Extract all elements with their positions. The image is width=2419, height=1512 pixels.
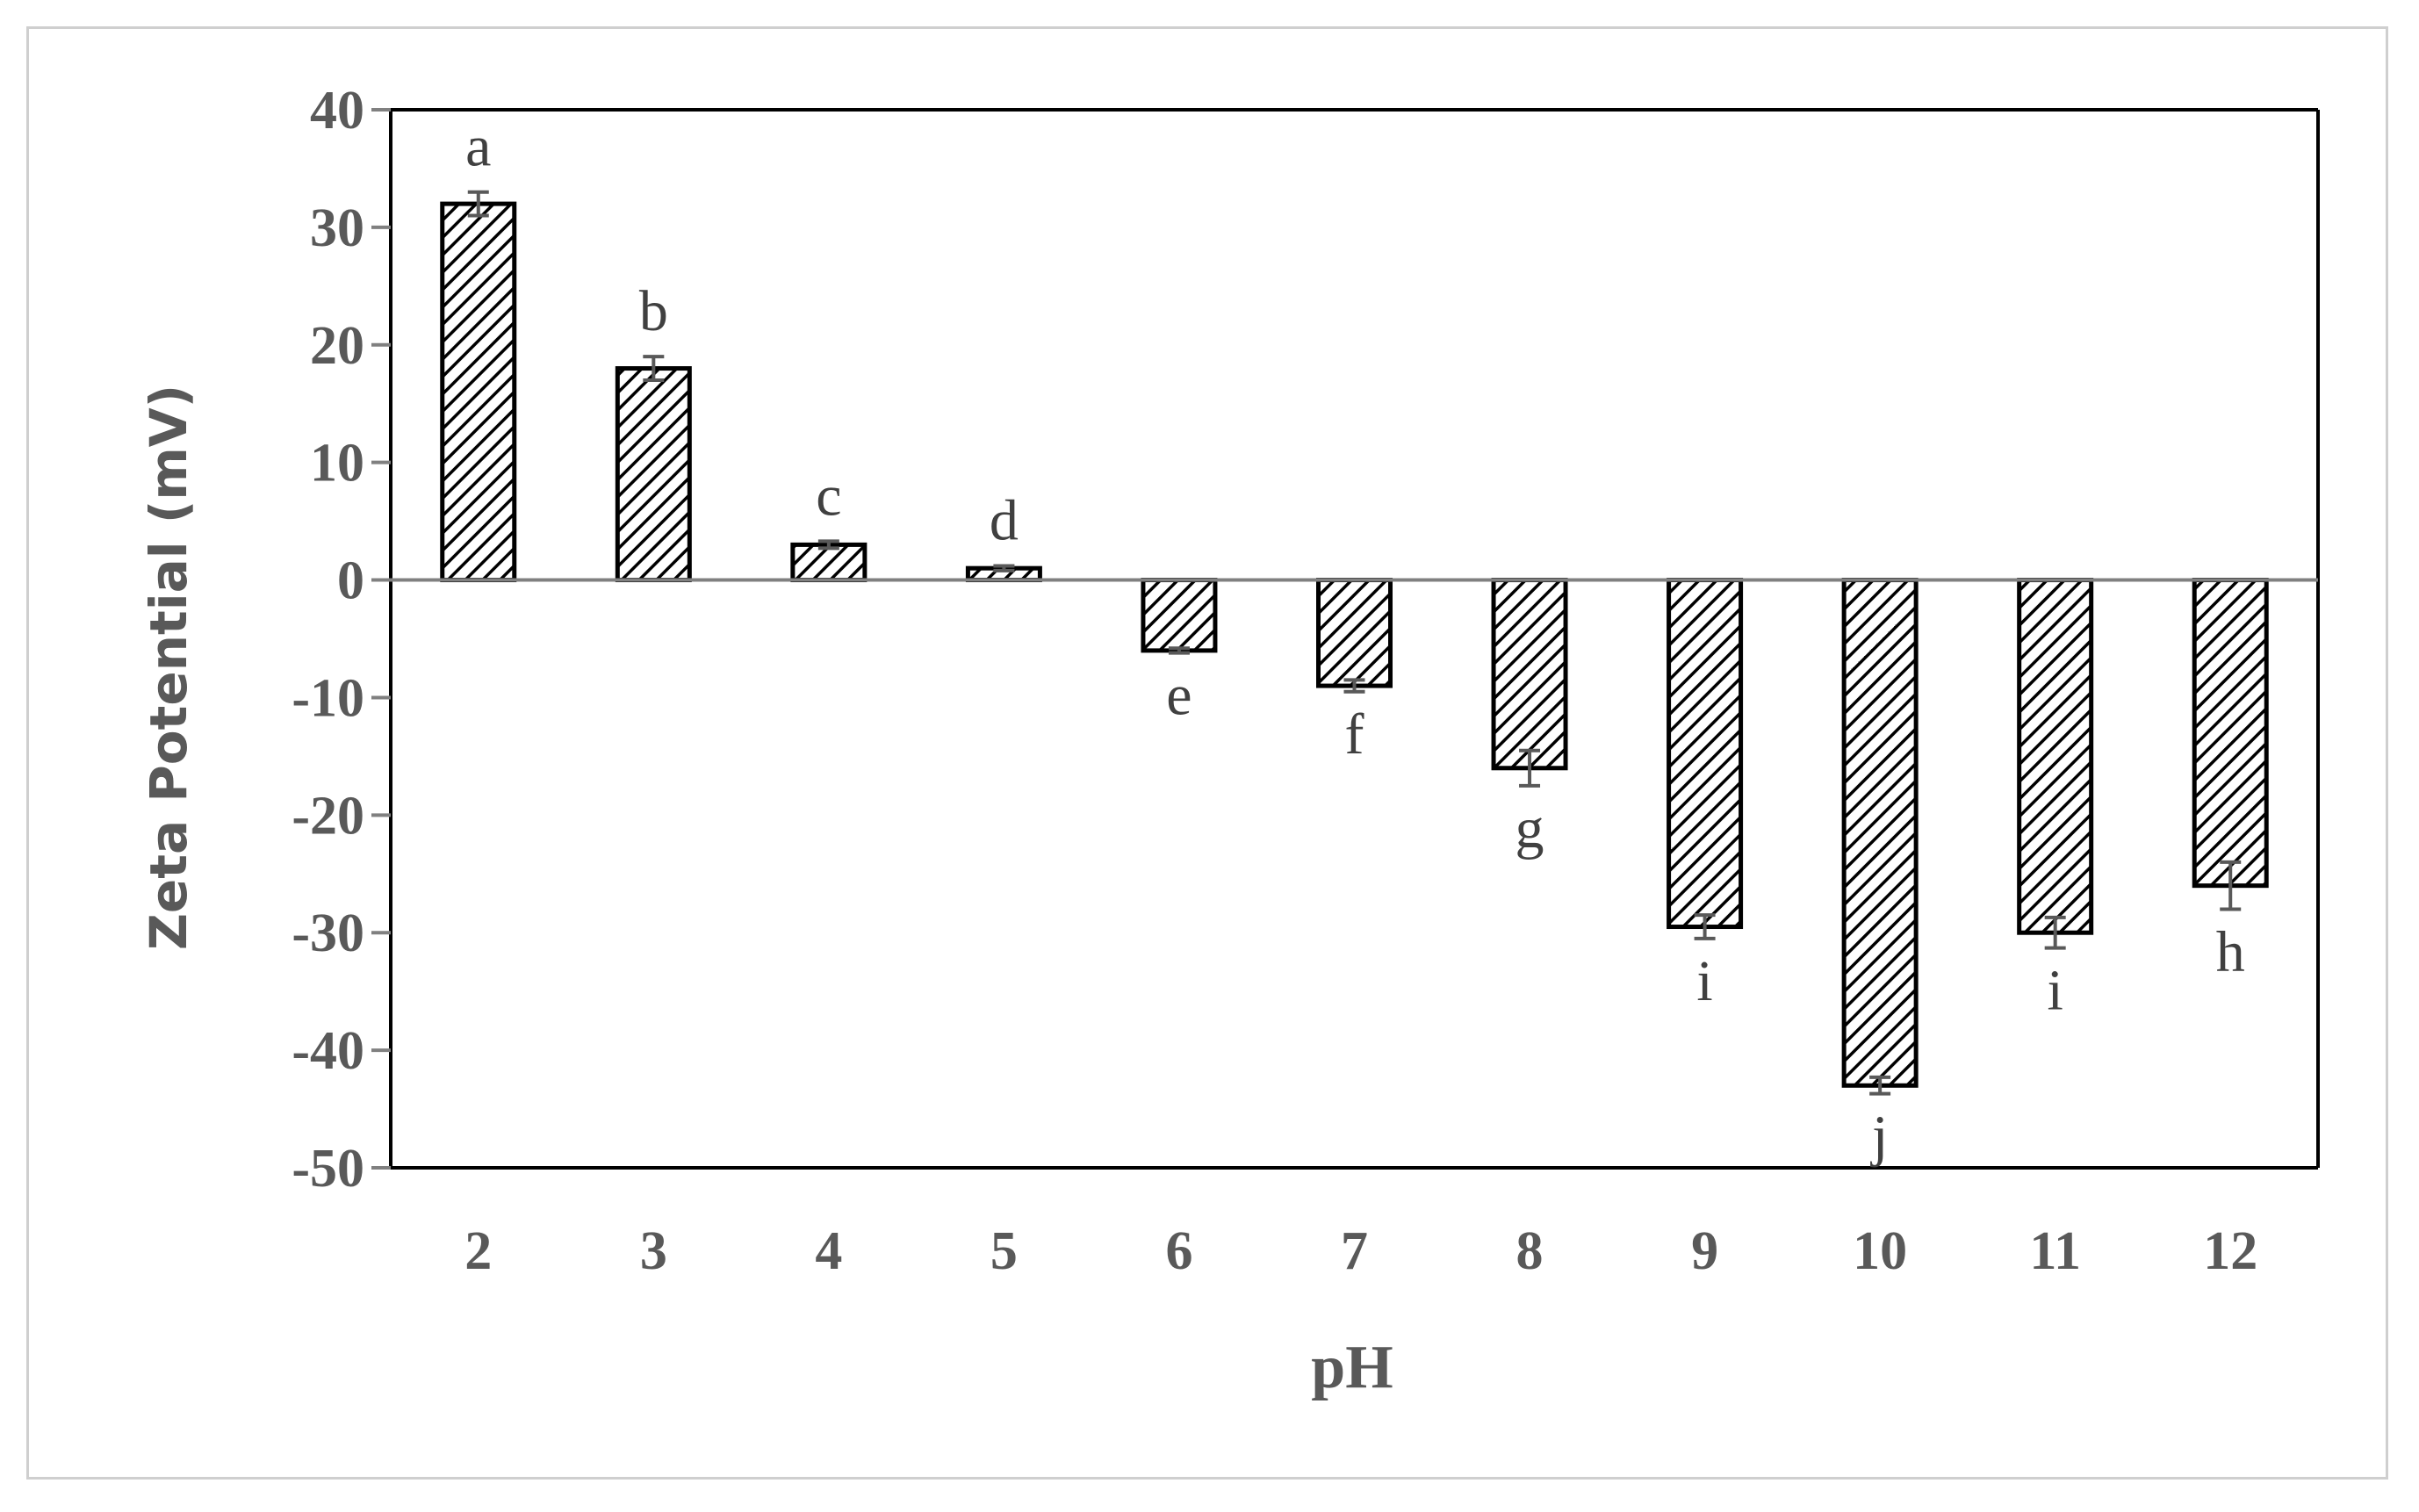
bar xyxy=(1316,578,1393,688)
significance-letter: j xyxy=(1870,1105,1888,1169)
bar xyxy=(440,201,517,583)
x-tick-label: 11 xyxy=(2029,1221,2081,1281)
x-tick-label: 4 xyxy=(815,1221,842,1281)
significance-letter: e xyxy=(1166,664,1192,728)
x-tick-label: 3 xyxy=(640,1221,667,1281)
y-tick-label: -50 xyxy=(292,1139,364,1199)
x-tick-label: 6 xyxy=(1165,1221,1192,1281)
y-tick-label: -20 xyxy=(292,786,364,846)
y-axis-tick-labels: 40 30 20 10 0 -10 -20 -30 -40 -50 xyxy=(292,81,391,1199)
error-bar xyxy=(1519,748,1541,788)
x-tick-label: 9 xyxy=(1691,1221,1718,1281)
y-tick-label: 10 xyxy=(310,434,364,493)
error-bar xyxy=(1869,1075,1891,1096)
error-bar xyxy=(467,190,489,218)
significance-letter: h xyxy=(2216,919,2245,983)
bar xyxy=(615,366,692,583)
x-tick-label: 10 xyxy=(1853,1221,1907,1281)
bar xyxy=(1141,578,1218,653)
x-axis-tick-labels: 2 3 4 5 6 7 8 9 10 11 12 xyxy=(464,1221,2257,1281)
bar xyxy=(1491,578,1568,771)
significance-letter: i xyxy=(1696,949,1712,1013)
bar xyxy=(2192,578,2269,889)
error-bar xyxy=(1168,646,1190,655)
y-tick-label: 0 xyxy=(337,551,364,611)
bar xyxy=(790,542,868,583)
significance-letters: a b c d e f g i j i h xyxy=(465,115,2245,1169)
x-tick-label: 2 xyxy=(464,1221,492,1281)
error-bars xyxy=(467,190,2242,1096)
y-tick-label: -40 xyxy=(292,1021,364,1081)
y-tick-label: -10 xyxy=(292,668,364,728)
error-bar xyxy=(2044,915,2066,950)
significance-letter: d xyxy=(990,488,1019,552)
x-tick-label: 8 xyxy=(1516,1221,1544,1281)
bars xyxy=(440,201,2269,1088)
y-tick-label: 20 xyxy=(310,316,364,376)
x-tick-label: 5 xyxy=(990,1221,1018,1281)
error-bar xyxy=(2220,860,2242,911)
significance-letter: g xyxy=(1515,796,1544,860)
y-axis-title: Zeta Potential (mV) xyxy=(139,385,198,950)
significance-letter: f xyxy=(1345,702,1364,767)
error-bar xyxy=(1694,913,1716,940)
figure-frame xyxy=(26,26,2388,1480)
x-tick-label: 7 xyxy=(1341,1221,1368,1281)
x-axis-title: pH xyxy=(1311,1334,1393,1401)
error-bar xyxy=(993,564,1015,572)
error-bar xyxy=(643,355,665,382)
error-bar xyxy=(817,539,839,551)
significance-letter: a xyxy=(465,115,491,179)
y-tick-label: -30 xyxy=(292,904,364,963)
y-tick-label: 40 xyxy=(310,81,364,140)
y-tick-label: 30 xyxy=(310,198,364,258)
bar xyxy=(1667,578,1744,930)
bar xyxy=(2017,578,2094,935)
significance-letter: b xyxy=(639,279,668,343)
x-tick-label: 12 xyxy=(2203,1221,2257,1281)
bar xyxy=(1841,578,1919,1088)
error-bar xyxy=(1343,678,1365,694)
significance-letter: i xyxy=(2048,959,2063,1023)
significance-letter: c xyxy=(816,464,841,528)
